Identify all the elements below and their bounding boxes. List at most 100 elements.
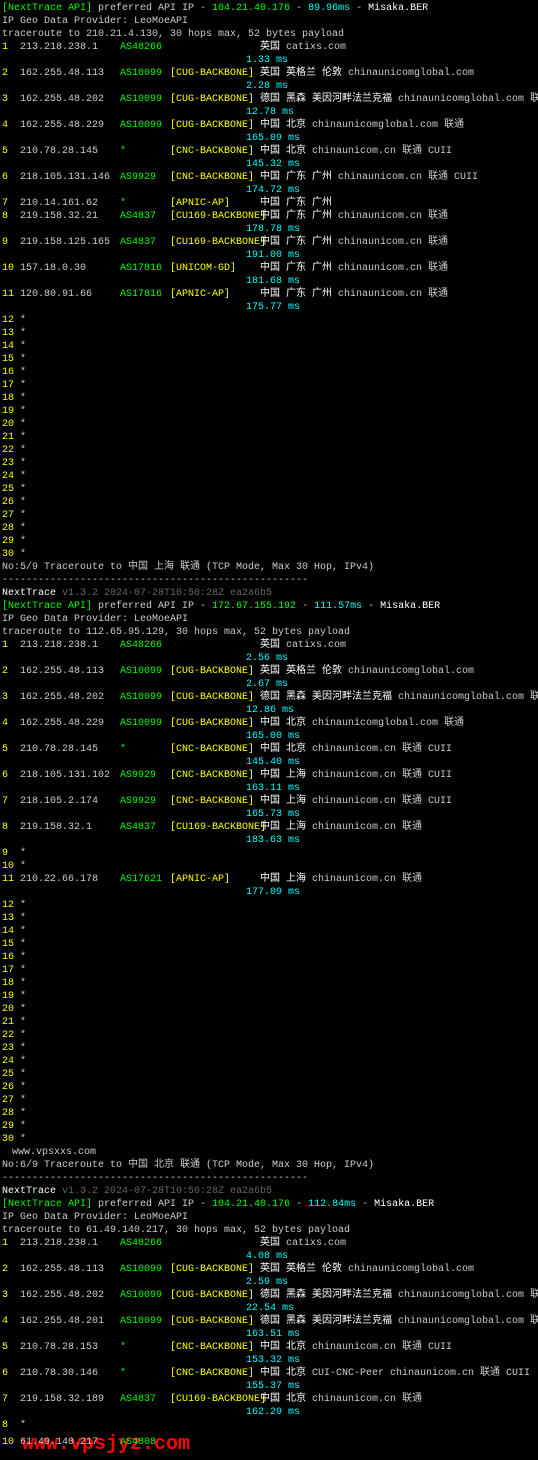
traceroute-cmd: traceroute to 210.21.4.130, 30 hops max,…: [2, 28, 536, 41]
hop-location: 中国 上海: [260, 769, 306, 782]
star: *: [20, 497, 26, 508]
star-row: 21*: [2, 1016, 536, 1029]
hop-domain: chinaunicomglobal.com 联通: [306, 718, 464, 729]
hop-latency: 163.51 ms: [246, 1328, 536, 1341]
star: *: [20, 848, 26, 859]
hop-number: 3: [2, 1289, 20, 1302]
hop-number: 5: [2, 743, 20, 756]
hop-ip: 219.158.32.1: [20, 821, 120, 834]
traceroute-cmd: traceroute to 61.49.140.217, 30 hops max…: [2, 1224, 536, 1237]
star-row: 12*: [2, 314, 536, 327]
hop-number: 4: [2, 119, 20, 132]
hop-domain: chinaunicom.cn 联通: [306, 1394, 422, 1405]
hop-number: 27: [2, 1094, 20, 1107]
sep2: -: [362, 601, 380, 612]
hop-number: 28: [2, 522, 20, 535]
hop-number: 16: [2, 951, 20, 964]
star-row: 15*: [2, 353, 536, 366]
hop-asn-label: [CUG-BACKBONE]: [170, 1263, 260, 1276]
star: *: [20, 1056, 26, 1067]
hop-domain: chinaunicom.cn 联通: [332, 237, 448, 248]
hop-number: 1: [2, 1237, 20, 1250]
hop-number: 16: [2, 366, 20, 379]
hop-asn: *: [120, 1367, 170, 1380]
hop-asn: AS9929: [120, 171, 170, 184]
hop-number: 21: [2, 431, 20, 444]
hop-number: 3: [2, 691, 20, 704]
star: *: [20, 380, 26, 391]
hop-latency: 178.78 ms: [246, 223, 536, 236]
hop-number: 27: [2, 509, 20, 522]
version-text: v1.3.2 2024-07-28T10:50:28Z ea2a6b5: [56, 1186, 272, 1197]
hop-number: 8: [2, 1419, 20, 1432]
hop-row: 10157.18.0.30AS17816[UNICOM-GD]中国 广东 广州 …: [2, 262, 536, 275]
hop-domain: chinaunicom.cn 联通 CUII: [306, 146, 452, 157]
hop-asn: AS4837: [120, 821, 170, 834]
hop-domain: chinaunicom.cn 联通: [306, 822, 422, 833]
hop-latency: 145.32 ms: [246, 158, 536, 171]
star-row: 16*: [2, 366, 536, 379]
star: *: [20, 991, 26, 1002]
hop-asn: AS4837: [120, 210, 170, 223]
star: *: [20, 406, 26, 417]
preferred-text: preferred API IP -: [92, 3, 212, 14]
hop-latency: 162.29 ms: [246, 1406, 536, 1419]
hop-asn-label: [CUG-BACKBONE]: [170, 93, 260, 106]
star: *: [20, 926, 26, 937]
hop-row: 3162.255.48.202AS10099[CUG-BACKBONE]德国 黑…: [2, 93, 536, 106]
trace1-hops: 1213.218.238.1AS48266英国 catixs.com1.33 m…: [2, 41, 536, 314]
hop-number: 29: [2, 1120, 20, 1133]
star-row: 24*: [2, 470, 536, 483]
hop-domain: chinaunicom.cn 联通 CUII: [306, 744, 452, 755]
sep2: -: [356, 1199, 374, 1210]
hop-asn: AS17621: [120, 873, 170, 886]
trace2-stars1: 9*10*: [2, 847, 536, 873]
hop-number: 6: [2, 171, 20, 184]
hop-number: 8: [2, 210, 20, 223]
hop-ip: 162.255.48.202: [20, 93, 120, 106]
hop-asn: AS10099: [120, 1315, 170, 1328]
star-row: 23*: [2, 1042, 536, 1055]
star-row: 26*: [2, 1081, 536, 1094]
star-row: 16*: [2, 951, 536, 964]
hop-domain: chinaunicomglobal.com 联通: [392, 94, 538, 105]
hop-location: 英国 英格兰 伦敦: [260, 67, 342, 80]
hop-ip: 218.105.131.102: [20, 769, 120, 782]
trace3-title: No:6/9 Traceroute to 中国 北京 联通 (TCP Mode,…: [2, 1159, 536, 1172]
star: *: [20, 1082, 26, 1093]
hop-asn: AS10099: [120, 691, 170, 704]
hop-location: 中国 上海: [260, 795, 306, 808]
misaka-node: Misaka.BER: [368, 3, 428, 14]
star: *: [20, 978, 26, 989]
hop-number: 30: [2, 548, 20, 561]
hop-number: 7: [2, 795, 20, 808]
provider-line: IP Geo Data Provider: LeoMoeAPI: [2, 613, 536, 626]
traceroute-cmd: traceroute to 112.65.95.129, 30 hops max…: [2, 626, 536, 639]
hop-domain: chinaunicom.cn 联通 CUII: [332, 172, 478, 183]
hop-ip: 213.218.238.1: [20, 639, 120, 652]
hop-latency: 2.59 ms: [246, 1276, 536, 1289]
trace1-stars: 12*13*14*15*16*17*18*19*20*21*22*23*24*2…: [2, 314, 536, 561]
preferred-text: preferred API IP -: [92, 601, 212, 612]
hop-asn: *: [120, 197, 170, 210]
star: *: [20, 1121, 26, 1132]
hop-latency: 12.86 ms: [246, 704, 536, 717]
trace3-hops: 1213.218.238.1AS48266英国 catixs.com4.08 m…: [2, 1237, 536, 1419]
hop-number: 7: [2, 1393, 20, 1406]
hop-number: 18: [2, 392, 20, 405]
hop-number: 30: [2, 1133, 20, 1146]
hop-number: 1: [2, 41, 20, 54]
trace2-stars2: 12*13*14*15*16*17*18*19*20*21*22*23*24*2…: [2, 899, 536, 1146]
dashes: ----------------------------------------…: [2, 574, 536, 587]
star: *: [20, 1069, 26, 1080]
sep2: -: [350, 3, 368, 14]
star: *: [20, 1095, 26, 1106]
hop-number: 14: [2, 925, 20, 938]
hop-latency: 153.32 ms: [246, 1354, 536, 1367]
star-row: 14*: [2, 925, 536, 938]
hop-number: 20: [2, 418, 20, 431]
hop-latency: 155.37 ms: [246, 1380, 536, 1393]
hop-number: 18: [2, 977, 20, 990]
hop-domain: chinaunicomglobal.com: [342, 666, 474, 677]
hop-asn: AS10099: [120, 1263, 170, 1276]
